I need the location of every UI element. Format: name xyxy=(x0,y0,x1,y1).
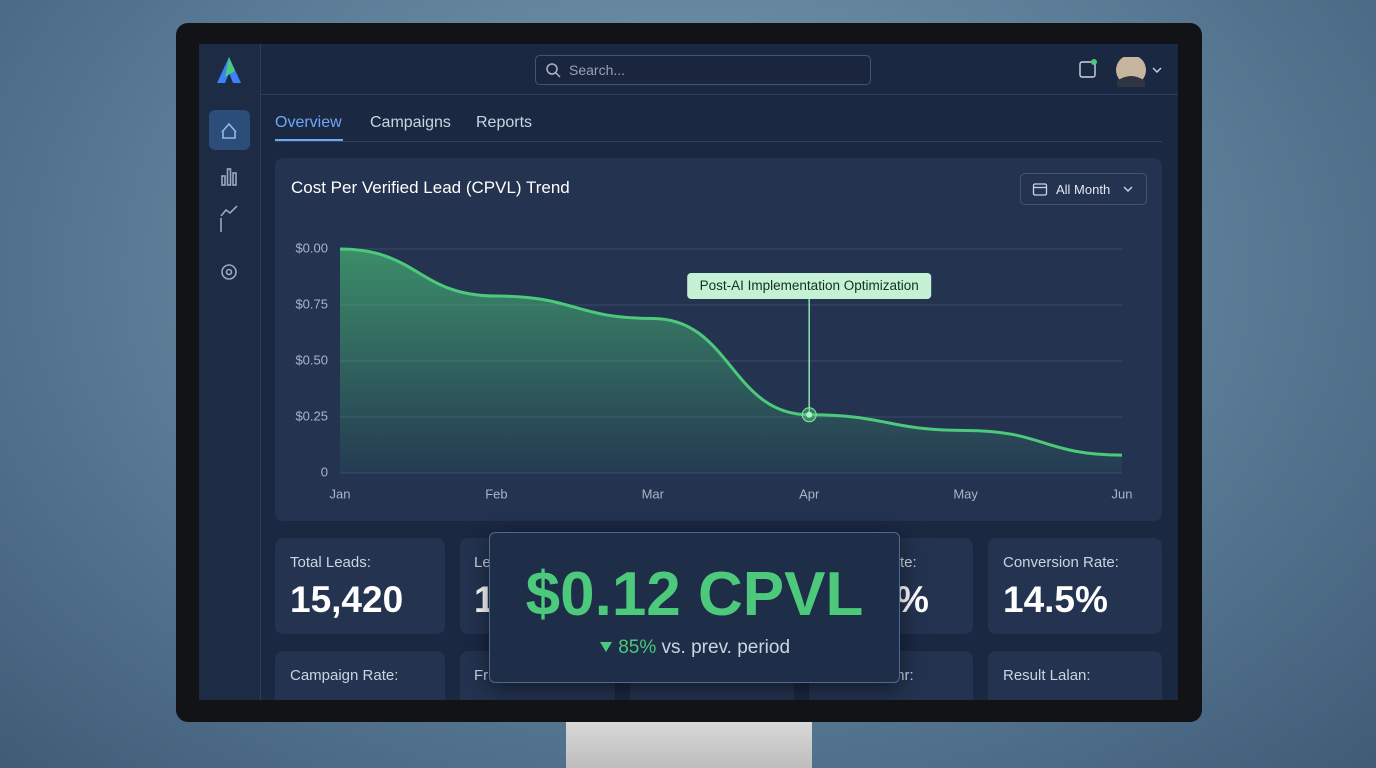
highlight-value: $0.12 CPVL xyxy=(525,560,864,629)
sidebar-icons xyxy=(209,57,250,280)
x-tick-label: May xyxy=(953,486,978,501)
nav-trends[interactable] xyxy=(220,205,238,232)
stat-label: Total Leads: xyxy=(290,554,371,571)
search-placeholder: Search... xyxy=(569,62,626,78)
stat-label: Campaign Rate: xyxy=(290,667,399,684)
down-arrow xyxy=(599,642,612,652)
stat-label: Fr xyxy=(474,667,489,684)
annotation-text: Post-AI Implementation Optimization xyxy=(700,278,919,293)
notification-icon[interactable] xyxy=(1079,61,1096,78)
nav-analytics[interactable] xyxy=(221,168,237,186)
tab-reports[interactable]: Reports xyxy=(476,114,533,131)
search-box[interactable]: Search... xyxy=(535,55,871,85)
stat-value: % xyxy=(896,579,929,620)
tab-divider xyxy=(275,141,1162,142)
sidebar xyxy=(199,44,261,700)
avatar-body xyxy=(1117,76,1145,87)
x-tick-label: Mar xyxy=(642,486,665,501)
tab-underline xyxy=(275,139,343,141)
y-tick-label: $0.50 xyxy=(295,352,328,367)
stat-label: Conversion Rate: xyxy=(1003,554,1119,571)
x-tick-label: Jun xyxy=(1112,486,1133,501)
filter-chevron xyxy=(1123,186,1133,192)
highlight-card: $0.12 CPVL 85% vs. prev. period xyxy=(489,532,900,683)
highlight-comparison: vs. prev. period xyxy=(661,637,791,658)
stat-card xyxy=(988,538,1162,634)
y-tick-label: $0.00 xyxy=(295,240,328,255)
tab-campaigns[interactable]: Campaigns xyxy=(370,114,451,131)
settings-center xyxy=(225,268,233,276)
chart: 0 $0.25 $0.50 $0.75 $0.00 Jan Feb Mar Apr May Jun P… xyxy=(295,240,1133,501)
monitor-stand xyxy=(566,722,812,768)
y-tick-label: $0.75 xyxy=(295,296,328,311)
stat-card xyxy=(275,651,445,700)
tab-overview[interactable]: Overview xyxy=(275,114,342,131)
x-tick-label: Feb xyxy=(485,486,507,501)
stat-value: 15,420 xyxy=(290,579,404,620)
stat-label: Result Lalan: xyxy=(1003,667,1091,684)
home-icon xyxy=(221,122,237,139)
area xyxy=(340,249,1122,473)
y-tick-label: 0 xyxy=(321,464,328,479)
stat-value: 14.5% xyxy=(1003,579,1108,620)
search-icon xyxy=(546,63,561,78)
chart-title: Cost Per Verified Lead (CPVL) Trend xyxy=(291,178,570,197)
x-tick-label: Jan xyxy=(330,486,351,501)
annotation-box xyxy=(687,273,932,299)
highlight-change-row: 85% vs. prev. period xyxy=(490,637,899,659)
screen: Search... Overview Campaigns Reports Cos… xyxy=(199,44,1178,700)
filter-label: All Month xyxy=(1056,182,1111,197)
notification-dot xyxy=(1091,59,1097,65)
highlight-change: 85% xyxy=(618,637,657,658)
user-menu-chevron[interactable] xyxy=(1152,67,1162,73)
nav-settings[interactable] xyxy=(221,264,237,280)
calendar-icon xyxy=(1032,183,1048,196)
x-tick-label: Apr xyxy=(799,486,820,501)
y-tick-label: $0.25 xyxy=(295,408,328,423)
line xyxy=(339,247,1123,457)
stat-label: te: xyxy=(900,554,917,571)
user-area xyxy=(1079,57,1162,87)
stat-label: Le xyxy=(474,554,491,571)
filter-dropdown[interactable]: All Month xyxy=(1020,173,1147,205)
stat-card xyxy=(275,538,445,634)
logo-accent xyxy=(225,57,235,77)
annotation-point-core xyxy=(806,411,813,418)
top-bar xyxy=(261,44,1178,95)
nav-home-active[interactable] xyxy=(209,110,250,150)
stat-card xyxy=(988,651,1162,700)
